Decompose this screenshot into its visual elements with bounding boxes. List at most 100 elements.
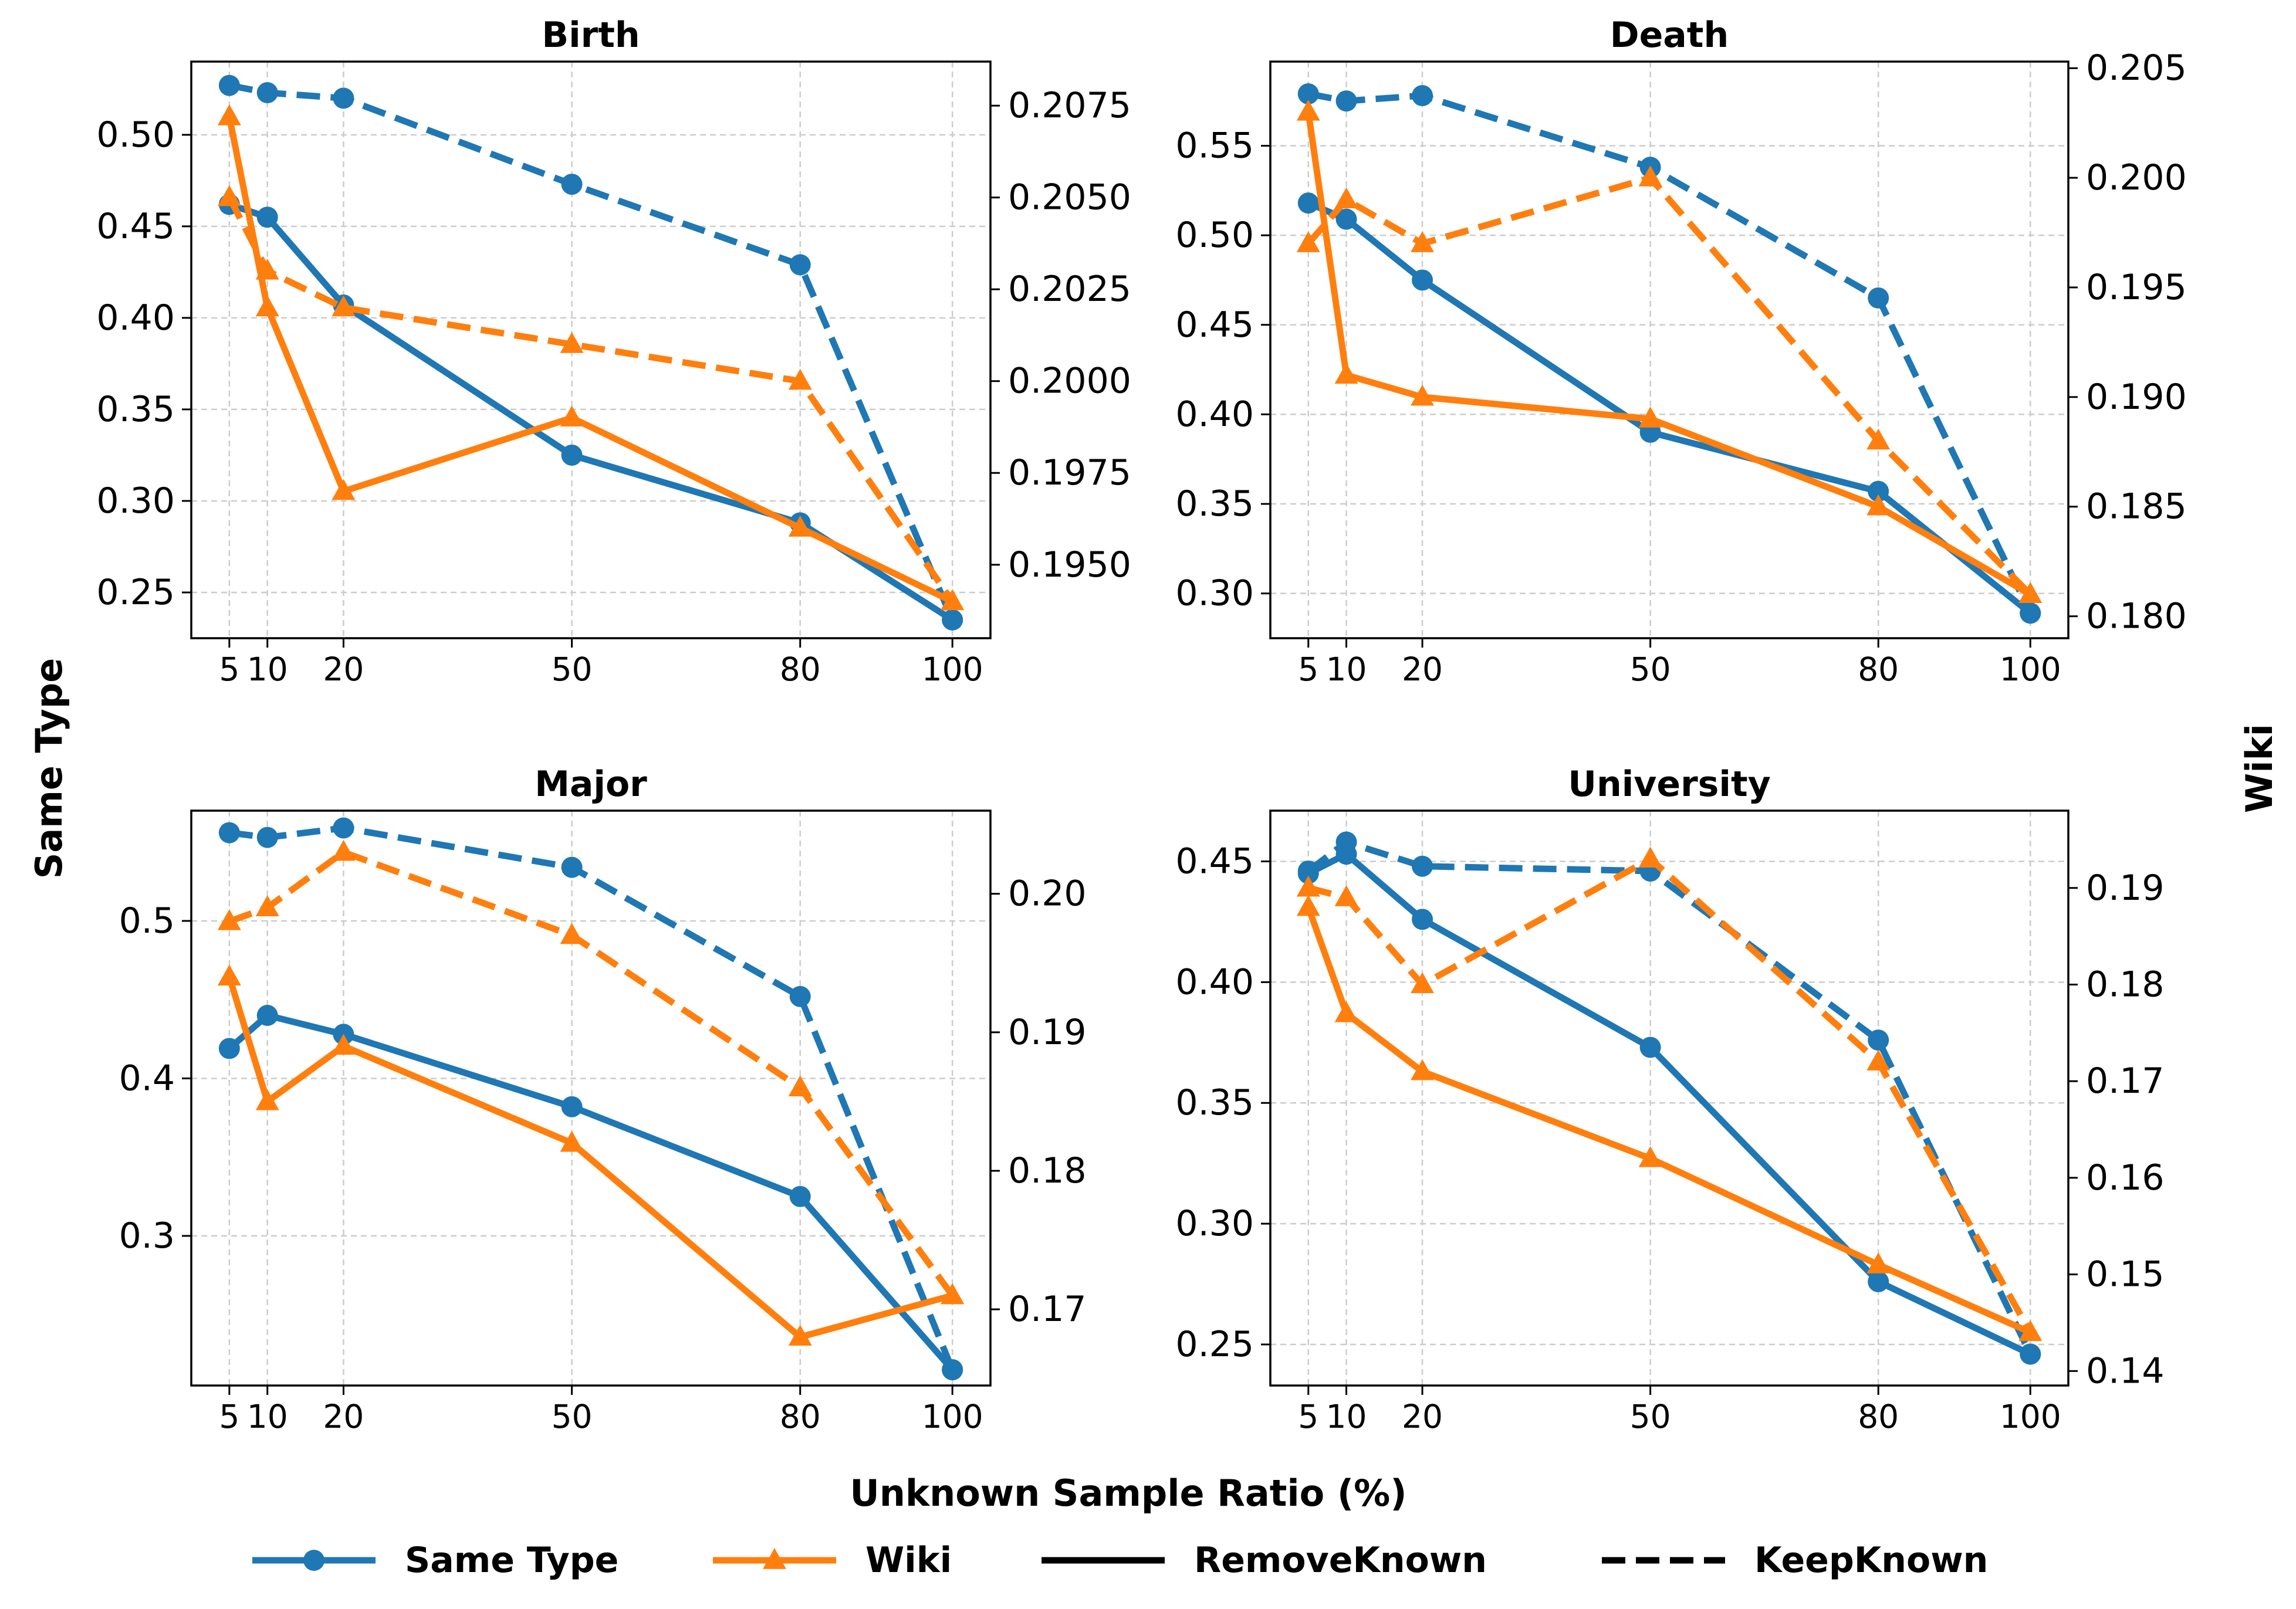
marker-wiki-removeknown (1866, 494, 1891, 516)
marker-same-type-keepknown (561, 856, 583, 878)
series-line-wiki-keepknown (226, 196, 955, 604)
y-tick-label-left: 0.50 (1175, 215, 1254, 256)
marker-wiki-removeknown (332, 1034, 356, 1055)
x-tick-label: 50 (552, 1398, 593, 1435)
x-tick-label: 100 (2000, 651, 2061, 688)
y-tick-label-right: 0.19 (1008, 1012, 1087, 1053)
marker-same-type-keepknown (1297, 83, 1319, 104)
marker-same-type-keepknown (2020, 602, 2041, 624)
y-tick-label-right: 0.2075 (1008, 85, 1131, 126)
marker-same-type-keepknown (789, 254, 811, 276)
marker-wiki-keepknown (1334, 885, 1358, 906)
marker-same-type-keepknown (1297, 860, 1319, 882)
y-tick-label-right: 0.20 (1008, 873, 1087, 914)
marker-same-type-removeknown (561, 444, 583, 466)
legend-marker-circle (303, 1550, 324, 1571)
x-tick-label: 5 (1298, 1398, 1318, 1435)
x-axis-label: Unknown Sample Ratio (%) (850, 1472, 1406, 1515)
legend-label: KeepKnown (1754, 1540, 1988, 1581)
series-line-wiki-keepknown (1307, 855, 2034, 1334)
x-tick-label: 20 (323, 651, 364, 688)
marker-wiki-keepknown (255, 895, 279, 917)
marker-wiki-keepknown (1334, 187, 1358, 209)
legend: Same Type Wiki RemoveKnown KeepKnown (252, 1540, 1988, 1581)
plot-frame (1269, 809, 2070, 1387)
y-tick-label-left: 0.55 (1175, 125, 1254, 166)
marker-same-type-removeknown (789, 1185, 811, 1207)
marker-same-type-keepknown (333, 87, 354, 109)
marker-wiki-removeknown (560, 1130, 584, 1152)
subplot-title: Death (1610, 15, 1729, 56)
marker-wiki-keepknown (560, 332, 584, 353)
marker-wiki-keepknown (2018, 582, 2043, 603)
marker-wiki-removeknown (1296, 99, 1320, 121)
marker-same-type-keepknown (942, 609, 963, 631)
y-tick-label-left: 0.35 (96, 389, 175, 430)
y-tick-label-right: 0.17 (1008, 1289, 1087, 1330)
marker-same-type-keepknown (218, 74, 240, 96)
subplot-university: University 5 10 20 50 80 100 0.25 0.30 0.35 0.40 0.… (1175, 764, 2164, 1435)
series-line-same-type-keepknown (228, 82, 956, 621)
x-tick-label: 20 (1402, 651, 1443, 688)
marker-wiki-removeknown (1334, 363, 1358, 384)
marker-same-type-keepknown (561, 174, 583, 195)
series-line-wiki-keepknown (228, 849, 955, 1298)
legend-marker-triangle (763, 1548, 786, 1569)
subplot-death: Death 5 10 20 50 80 100 0.30 0.35 0.40 0.45 0.50 0.5… (1175, 15, 2186, 688)
y-tick-label-right: 0.190 (2086, 377, 2187, 418)
marker-same-type-removeknown (218, 1038, 240, 1059)
marker-wiki-keepknown (332, 295, 356, 317)
x-tick-label: 20 (1402, 1398, 1443, 1435)
marker-wiki-removeknown (217, 964, 241, 986)
y-tick-label-left: 0.30 (96, 480, 175, 521)
legend-item-removeknown: RemoveKnown (1042, 1540, 1487, 1581)
y-tick-label-left: 0.50 (96, 114, 175, 155)
y-tick-label-right: 0.195 (2086, 267, 2187, 308)
marker-wiki-keepknown (217, 185, 241, 206)
marker-same-type-removeknown (1412, 269, 1433, 291)
x-tick-label: 20 (323, 1398, 364, 1435)
y-tick-label-left: 0.5 (119, 900, 175, 941)
y-tick-label-left: 0.40 (96, 297, 175, 338)
series-line-wiki-removeknown (1305, 111, 2032, 598)
series-line-same-type-removeknown (227, 1012, 955, 1372)
marker-wiki-removeknown (217, 104, 241, 126)
marker-same-type-keepknown (2020, 1343, 2041, 1365)
marker-wiki-removeknown (1411, 1059, 1434, 1080)
marker-wiki-keepknown (788, 368, 812, 390)
y-tick-label-right: 0.200 (2086, 157, 2187, 198)
x-tick-label: 50 (1630, 651, 1671, 688)
legend-label: Wiki (865, 1540, 952, 1581)
marker-wiki-removeknown (788, 1325, 812, 1346)
x-tick-label: 100 (2000, 1398, 2061, 1435)
x-tick-label: 5 (219, 651, 239, 688)
y-tick-label-right: 0.180 (2086, 596, 2187, 637)
marker-wiki-keepknown (941, 1283, 965, 1305)
x-tick-label: 80 (1858, 651, 1899, 688)
marker-wiki-removeknown (1334, 1001, 1358, 1022)
marker-wiki-removeknown (560, 405, 584, 427)
series-line-wiki-removeknown (1305, 906, 2032, 1336)
marker-same-type-keepknown (942, 1359, 963, 1381)
marker-wiki-removeknown (1638, 407, 1662, 428)
x-tick-label: 10 (247, 651, 288, 688)
marker-same-type-removeknown (1639, 1036, 1661, 1058)
subplot-title: Major (535, 764, 647, 805)
y-tick-label-right: 0.185 (2086, 486, 2187, 527)
marker-wiki-keepknown (1638, 846, 1662, 868)
marker-same-type-removeknown (1868, 1271, 1889, 1292)
y-axis-label-left: Same Type (28, 658, 70, 879)
y-tick-label-right: 0.2050 (1008, 177, 1131, 218)
marker-wiki-keepknown (255, 258, 279, 280)
y-tick-label-left: 0.30 (1175, 1203, 1254, 1244)
y-tick-label-right: 0.2000 (1008, 361, 1131, 402)
legend-label: Same Type (405, 1540, 618, 1581)
marker-wiki-removeknown (332, 479, 356, 500)
x-tick-label: 10 (1326, 651, 1367, 688)
marker-same-type-keepknown (256, 826, 278, 848)
marker-same-type-removeknown (1868, 480, 1889, 502)
y-tick-label-left: 0.30 (1175, 573, 1254, 614)
y-tick-label-right: 0.18 (2086, 964, 2165, 1005)
